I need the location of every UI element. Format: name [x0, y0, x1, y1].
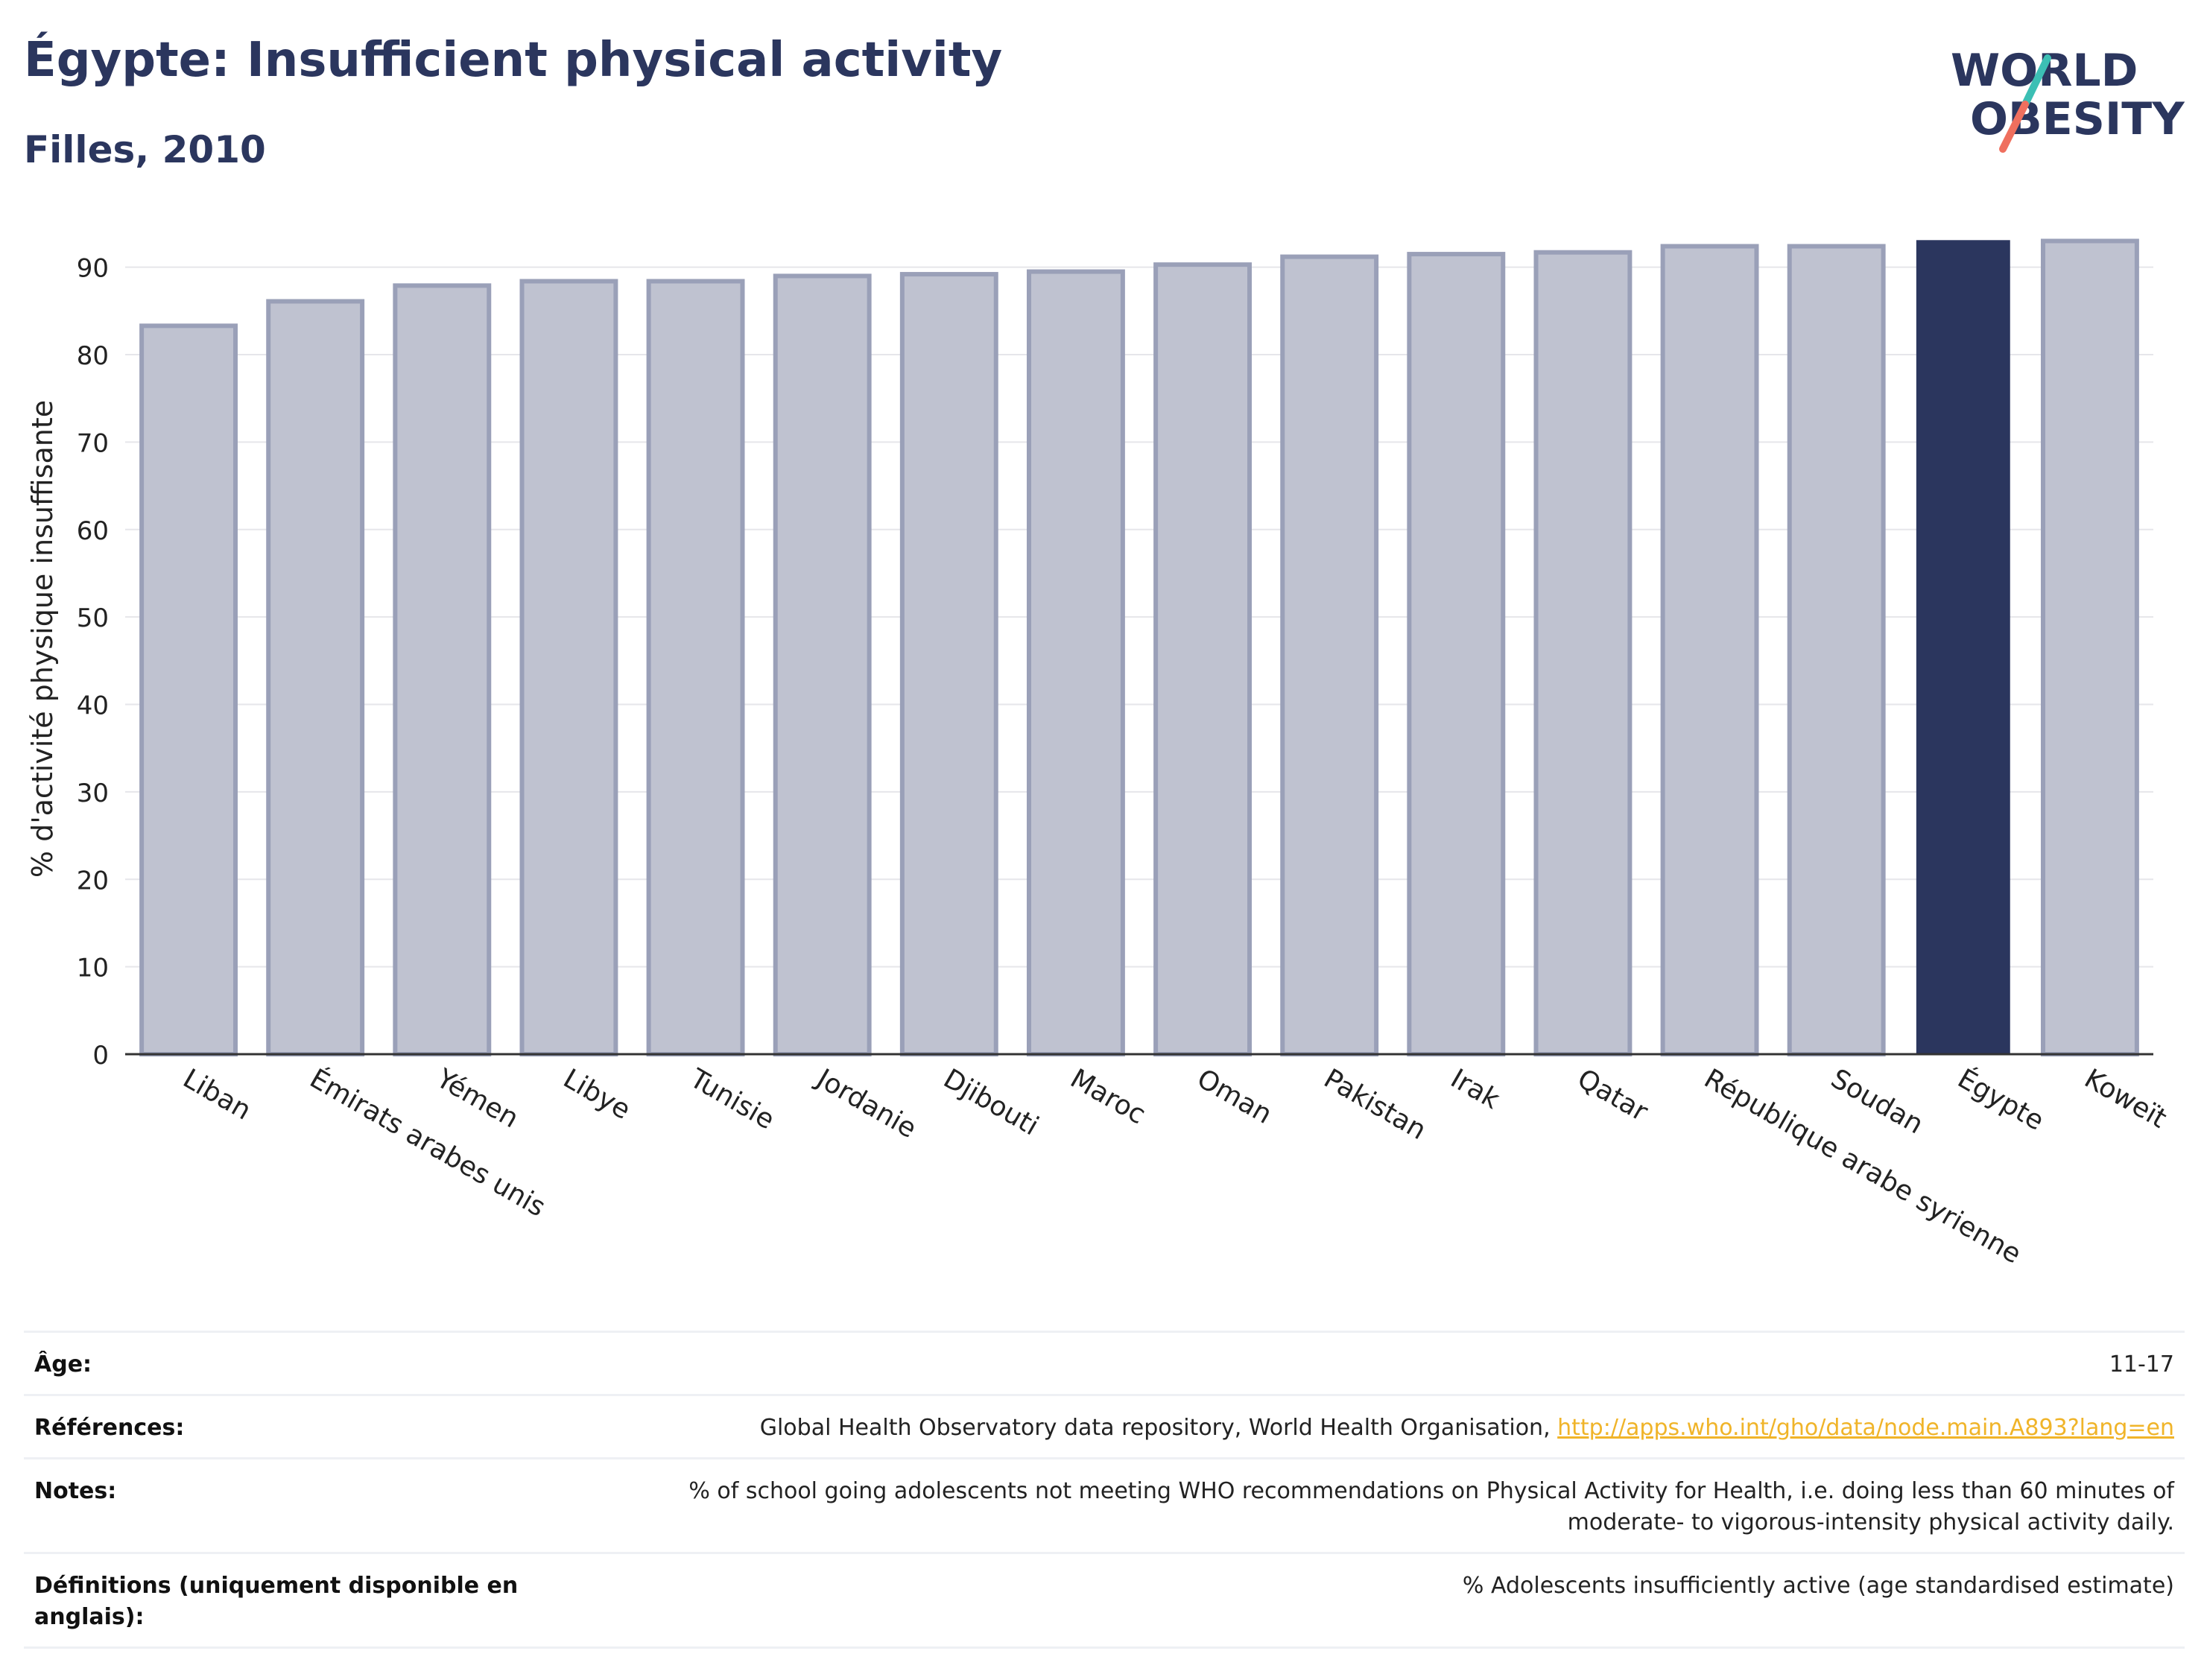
logo-slash-coral — [1999, 101, 2029, 153]
x-tick-label: Qatar — [1572, 1063, 1653, 1127]
references-text: Global Health Observatory data repositor… — [759, 1415, 1558, 1441]
logo-text-obesity: OBESITY — [1970, 93, 2185, 145]
bar — [646, 279, 745, 1057]
notes-label: Notes: — [34, 1478, 117, 1504]
bar — [1153, 262, 1253, 1056]
y-tick-label: 20 — [77, 866, 109, 896]
x-tick-label: Maroc — [1065, 1063, 1150, 1130]
bar-highlight — [1916, 240, 2010, 1054]
y-tick-label: 10 — [77, 954, 109, 983]
bar — [899, 272, 998, 1056]
bar — [2040, 238, 2139, 1057]
info-row-references: Références: Global Health Observatory da… — [24, 1395, 2185, 1459]
references-link[interactable]: http://apps.who.int/gho/data/node.main.A… — [1557, 1415, 2174, 1441]
bar-chart: 0 10 20 30 40 50 60 70 80 90 Liban Émirats arabes … — [26, 238, 2172, 1270]
x-tick-label: Émirats arabes unis — [305, 1062, 551, 1223]
y-tick-label: 90 — [77, 254, 109, 284]
x-tick-label: Pakistan — [1319, 1063, 1431, 1146]
y-axis-ticks: 0 10 20 30 40 50 60 70 80 90 — [77, 254, 109, 1071]
y-tick-label: 50 — [77, 603, 109, 633]
definitions-label-line-1: Définitions (uniquement disponible en — [34, 1573, 519, 1599]
bar — [1533, 250, 1633, 1057]
info-row-definitions: Définitions (uniquement disponible en ang… — [24, 1553, 2185, 1648]
x-tick-label: Jordanie — [810, 1062, 921, 1144]
x-tick-label: Irak — [1445, 1063, 1505, 1115]
notes-value: % of school going adolescents not meetin… — [536, 1459, 2185, 1553]
bar — [1660, 244, 1759, 1057]
y-axis-label: % d'activité physique insuffisante — [26, 400, 59, 878]
x-tick-label: Liban — [178, 1063, 256, 1126]
definitions-label-line-2: anglais): — [34, 1604, 145, 1630]
chart-subtitle: Filles, 2010 — [24, 128, 266, 171]
bar — [773, 273, 872, 1057]
x-tick-label: Égypte — [1952, 1062, 2049, 1136]
bar — [1787, 244, 1886, 1057]
notes-line-2: moderate- to vigorous-intensity physical… — [1567, 1509, 2174, 1535]
y-tick-label: 30 — [77, 779, 109, 808]
x-tick-label: Koweït — [2079, 1063, 2171, 1134]
bar — [139, 323, 238, 1057]
y-tick-label: 70 — [77, 428, 109, 458]
bar — [393, 283, 492, 1057]
references-label: Références: — [34, 1415, 185, 1441]
info-table: Âge: 11-17 Références: Global Health Obs… — [24, 1331, 2185, 1649]
bar — [1026, 269, 1125, 1057]
x-tick-label: Djibouti — [938, 1063, 1043, 1141]
age-value: 11-17 — [2109, 1351, 2174, 1378]
y-tick-label: 80 — [77, 341, 109, 371]
bar — [1407, 252, 1506, 1056]
info-row-age: Âge: 11-17 — [24, 1331, 2185, 1395]
bar — [1280, 254, 1379, 1057]
y-tick-label: 60 — [77, 516, 109, 546]
x-tick-label: Yémen — [431, 1063, 524, 1135]
chart-title: Égypte: Insufficient physical activity — [24, 33, 1003, 88]
bars — [139, 238, 2139, 1057]
logo-slash-teal — [2021, 54, 2051, 108]
notes-line-1: % of school going adolescents not meetin… — [688, 1478, 2174, 1504]
bar — [266, 299, 365, 1057]
references-value: Global Health Observatory data repositor… — [536, 1395, 2185, 1459]
definitions-value: % Adolescents insufficiently active (age… — [1462, 1573, 2174, 1599]
y-tick-label: 40 — [77, 691, 109, 721]
world-obesity-logo: WORLD OBESITY — [1951, 45, 2185, 153]
info-row-notes: Notes: % of school going adolescents not… — [24, 1458, 2185, 1553]
definitions-label: Définitions (uniquement disponible en ang… — [24, 1553, 536, 1648]
x-tick-label: Tunisie — [684, 1063, 779, 1136]
x-tick-label: Soudan — [1825, 1063, 1928, 1140]
x-tick-label: Libye — [558, 1063, 636, 1126]
bar — [519, 279, 618, 1057]
age-label: Âge: — [34, 1351, 92, 1378]
x-tick-label: Oman — [1192, 1063, 1277, 1130]
y-tick-label: 0 — [92, 1041, 109, 1071]
